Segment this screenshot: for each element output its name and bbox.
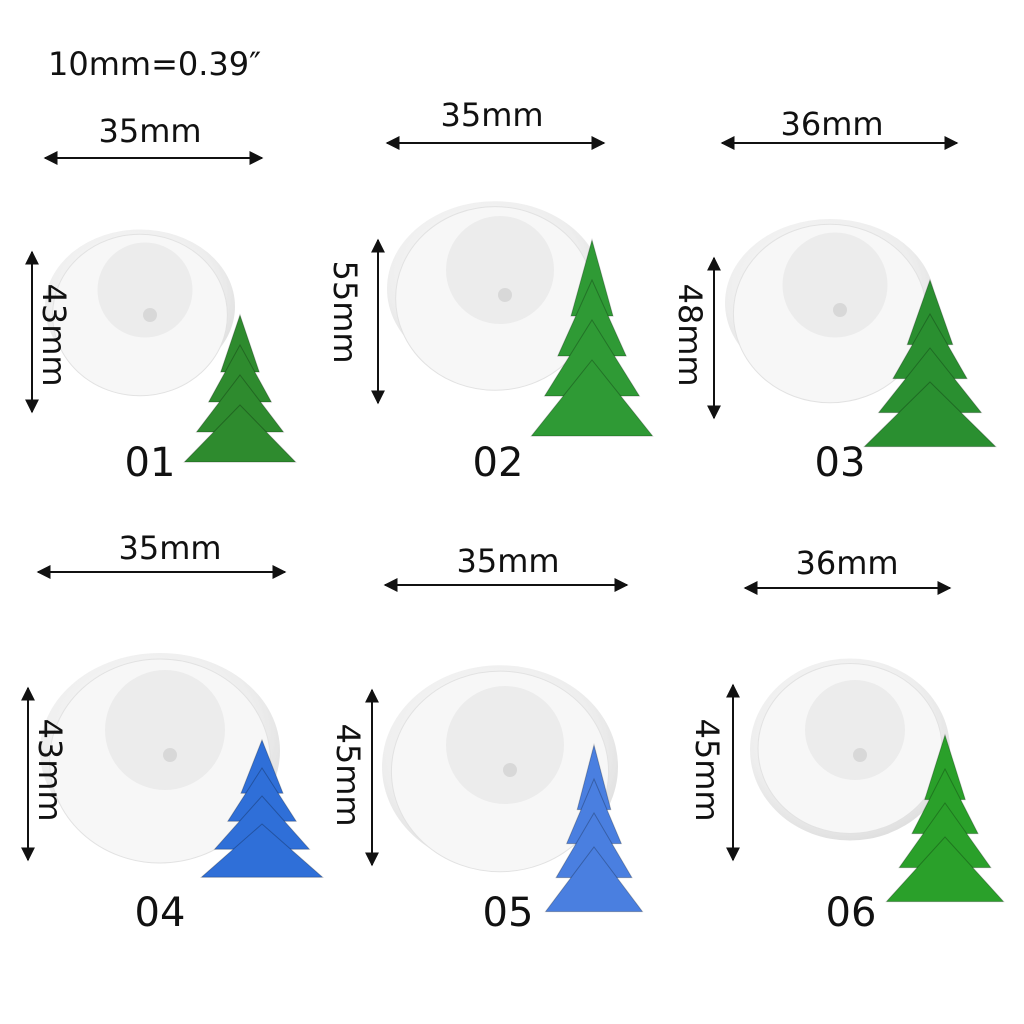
mold-cavity	[105, 670, 225, 790]
height-label: 45mm	[329, 723, 367, 826]
tree-figure	[544, 743, 644, 913]
tree-figure	[530, 238, 654, 437]
item-number: 01	[125, 440, 176, 486]
width-label: 36mm	[780, 105, 883, 143]
mold-cavity	[446, 686, 564, 804]
mold-hole	[833, 303, 847, 317]
mold-cavity	[446, 216, 554, 324]
tree-tier	[183, 404, 297, 463]
mold-hole	[163, 748, 177, 762]
tree-figure	[863, 278, 997, 448]
width-label: 35mm	[98, 112, 201, 150]
height-label: 43mm	[31, 718, 69, 821]
item-number: 04	[135, 890, 186, 936]
mold-cavity	[782, 232, 888, 338]
mold-hole	[143, 308, 157, 322]
tree-tier	[885, 836, 1005, 903]
tree-tier	[863, 381, 997, 448]
width-label: 36mm	[795, 544, 898, 582]
width-label: 35mm	[118, 529, 221, 567]
tree-figure	[885, 733, 1005, 903]
width-label: 35mm	[440, 96, 543, 134]
item-number: 02	[473, 440, 524, 486]
size-note: 10mm=0.39″	[48, 45, 261, 83]
mold-hole	[853, 748, 867, 762]
height-label: 48mm	[671, 283, 709, 386]
height-label: 55mm	[326, 260, 364, 363]
mold-hole	[503, 763, 517, 777]
item-number: 05	[483, 890, 534, 936]
mold-cavity	[805, 680, 905, 780]
item-number: 06	[826, 890, 877, 936]
height-label: 45mm	[688, 718, 726, 821]
tree-tier	[200, 823, 324, 878]
mold-cavity	[97, 242, 193, 338]
tree-figure	[200, 738, 324, 878]
mold-hole	[498, 288, 512, 302]
tree-tier	[544, 846, 644, 913]
item-number: 03	[815, 440, 866, 486]
width-label: 35mm	[456, 542, 559, 580]
height-label: 43mm	[35, 283, 73, 386]
tree-tier	[530, 359, 654, 437]
tree-figure	[183, 313, 297, 463]
